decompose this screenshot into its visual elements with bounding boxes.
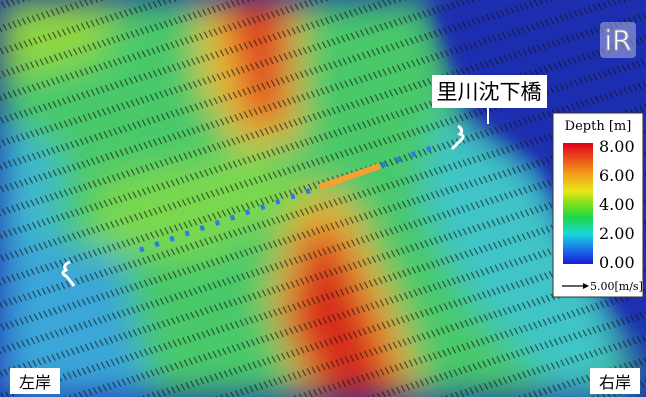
legend-tick-label: 0.00	[599, 253, 635, 272]
legend-tick-label: 4.00	[599, 195, 635, 214]
legend: Depth [m] 8.00 6.00 4.00 2.00 0.00 5.00[m/s]	[553, 113, 643, 297]
legend-tick-label: 2.00	[599, 224, 635, 243]
color-bar	[563, 143, 593, 264]
legend-tick-label: 6.00	[599, 166, 635, 185]
legend-title: Depth [m]	[565, 119, 632, 134]
vector-scale-label: 5.00[m/s]	[590, 280, 643, 293]
logo: iR	[600, 22, 636, 58]
depth-map: iR 里川沈下橋 左岸 右岸 Depth [m] 8.00 6.00 4.00 2.0…	[0, 0, 646, 397]
page: iR 里川沈下橋 左岸 右岸 Depth [m] 8.00 6.00 4.00 2.0…	[0, 0, 646, 397]
left-bank-label: 左岸	[19, 373, 51, 392]
legend-tick-label: 8.00	[599, 137, 635, 156]
bridge-label: 里川沈下橋	[437, 80, 542, 104]
svg-text:iR: iR	[604, 24, 631, 57]
terrain	[0, 0, 646, 397]
right-bank-label: 右岸	[599, 373, 631, 392]
